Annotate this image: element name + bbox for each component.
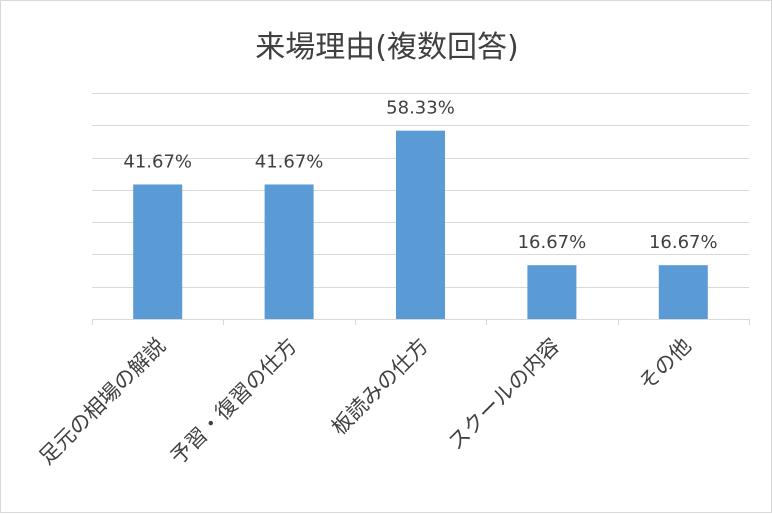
bar <box>658 265 708 319</box>
bar <box>133 184 183 319</box>
data-label: 41.67% <box>123 151 192 172</box>
bar <box>264 184 314 319</box>
category-label: 板読みの仕方 <box>327 334 433 440</box>
category-label: スクールの内容 <box>444 334 565 455</box>
data-label: 41.67% <box>255 151 324 172</box>
category-label: 予習・復習の仕方 <box>166 334 302 470</box>
chart-title: 来場理由(複数回答) <box>255 30 518 65</box>
bar <box>396 130 445 319</box>
x-axis <box>92 319 750 325</box>
data-label: 58.33% <box>386 98 455 119</box>
data-labels: 41.67% 41.67% 58.33% 16.67% 16.67% <box>123 98 717 254</box>
category-label: 足元の相場の解説 <box>34 334 170 470</box>
bars <box>133 130 708 319</box>
bar <box>527 265 577 319</box>
category-label: その他 <box>634 334 696 396</box>
data-label: 16.67% <box>649 232 718 253</box>
data-label: 16.67% <box>518 232 587 253</box>
